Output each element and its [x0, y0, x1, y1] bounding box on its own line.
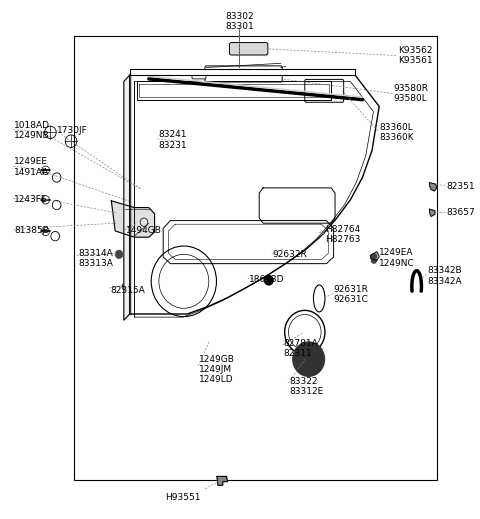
Circle shape — [264, 276, 273, 285]
Polygon shape — [111, 201, 155, 237]
Text: 83657: 83657 — [446, 208, 475, 217]
Circle shape — [372, 258, 376, 263]
FancyBboxPatch shape — [305, 79, 344, 102]
Text: H82764
H82763: H82764 H82763 — [325, 225, 361, 244]
Bar — [74, 36, 437, 480]
Text: 1018AD
1249NB: 1018AD 1249NB — [14, 121, 50, 141]
Circle shape — [115, 250, 123, 258]
FancyBboxPatch shape — [229, 43, 268, 55]
Text: 1243FE: 1243FE — [14, 195, 48, 204]
Text: 83314A
83313A: 83314A 83313A — [78, 249, 113, 268]
Polygon shape — [371, 252, 379, 261]
Text: K93562
K93561: K93562 K93561 — [398, 46, 433, 65]
Polygon shape — [130, 69, 355, 75]
Text: 83241
83231: 83241 83231 — [158, 130, 187, 150]
Polygon shape — [430, 209, 435, 216]
Text: H93551: H93551 — [165, 493, 201, 502]
FancyBboxPatch shape — [192, 71, 206, 79]
Text: 1249EA
1249NC: 1249EA 1249NC — [379, 248, 415, 268]
Text: 83360L
83360K: 83360L 83360K — [379, 122, 414, 142]
Text: 1249EE
1491AA: 1249EE 1491AA — [14, 157, 50, 177]
Text: 1730JF: 1730JF — [57, 126, 87, 135]
Circle shape — [293, 342, 324, 376]
Text: 82781A
82311: 82781A 82311 — [283, 339, 318, 359]
Polygon shape — [430, 183, 437, 191]
Text: 1249GB
1249JM
1249LD: 1249GB 1249JM 1249LD — [199, 354, 235, 385]
Text: 18643D: 18643D — [249, 275, 284, 284]
Text: 83302
83301: 83302 83301 — [226, 12, 254, 32]
Text: 83322
83312E: 83322 83312E — [289, 377, 323, 397]
Text: 92632R: 92632R — [273, 250, 307, 259]
Text: 93580R
93580L: 93580R 93580L — [394, 84, 429, 103]
Text: 82315A: 82315A — [110, 286, 145, 295]
Polygon shape — [124, 75, 130, 320]
Text: 81385B: 81385B — [14, 226, 49, 235]
Text: 83342B
83342A: 83342B 83342A — [427, 266, 462, 286]
Circle shape — [372, 254, 376, 259]
Circle shape — [122, 282, 130, 291]
Text: 82351: 82351 — [446, 182, 475, 192]
Text: 1494GB: 1494GB — [126, 226, 162, 235]
Text: 92631R
92631C: 92631R 92631C — [334, 285, 369, 305]
FancyBboxPatch shape — [205, 66, 282, 82]
Polygon shape — [217, 476, 228, 485]
